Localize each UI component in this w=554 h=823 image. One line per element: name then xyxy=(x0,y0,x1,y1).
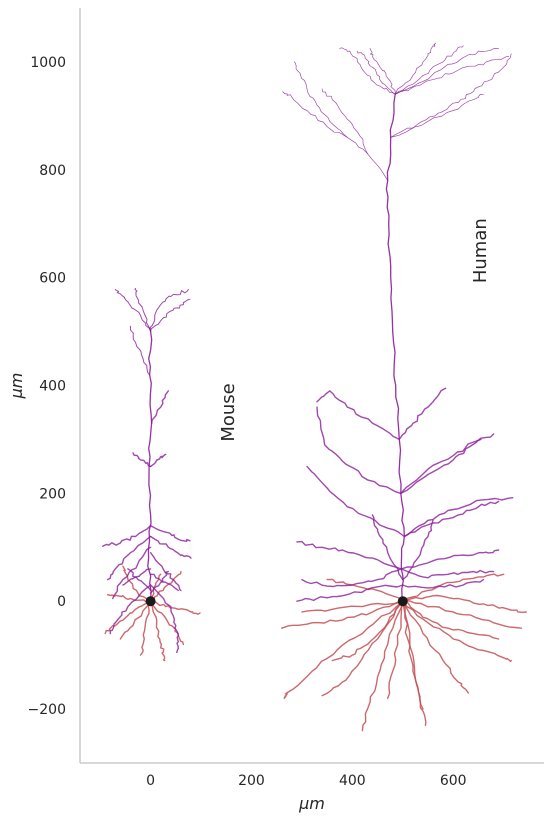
apical-dendrite xyxy=(403,497,514,538)
basal-dendrite xyxy=(301,600,404,613)
soma-marker xyxy=(145,596,156,607)
x-tick-label: 600 xyxy=(440,773,467,789)
basal-dendrite xyxy=(387,600,404,699)
apical-dendrite xyxy=(398,387,447,441)
basal-dendrite xyxy=(402,600,500,640)
basal-dendrite xyxy=(331,600,404,662)
apical-dendrite xyxy=(400,549,500,570)
basal-dendrite xyxy=(149,600,185,646)
apical-dendrite xyxy=(149,573,179,592)
basal-dendrite xyxy=(402,600,424,710)
apical-dendrite xyxy=(296,540,402,570)
apical-dendrite xyxy=(282,91,348,138)
apical-dendrite xyxy=(316,390,400,441)
apical-dendrite xyxy=(400,438,482,495)
apical-dendrite xyxy=(149,552,182,592)
y-axis-label: μm xyxy=(7,373,26,400)
apical-dendrite xyxy=(339,47,396,95)
basal-dendrite xyxy=(283,600,404,699)
apical-dendrite xyxy=(127,568,152,592)
basal-dendrite xyxy=(139,600,152,656)
apical-dendrite xyxy=(149,570,169,594)
apical-dendrite xyxy=(134,287,152,333)
apical-dendrite xyxy=(149,584,180,654)
apical-dendrite xyxy=(390,53,512,138)
x-tick-label: 200 xyxy=(238,773,265,789)
x-tick-label: 0 xyxy=(146,773,155,789)
apical-dendrite xyxy=(132,452,152,468)
y-tick-label: 200 xyxy=(39,486,66,502)
apical-dendrite xyxy=(109,584,152,635)
apical-dendrite xyxy=(107,535,152,581)
basal-dendrite xyxy=(402,600,469,694)
apical-trunk xyxy=(385,93,405,602)
apical-dendrite xyxy=(149,289,189,333)
apical-dendrite xyxy=(394,42,436,95)
neuron-mouse xyxy=(102,287,201,662)
neuron-human xyxy=(281,42,527,732)
basal-dendrite xyxy=(149,600,166,662)
apical-trunk xyxy=(147,330,153,602)
basal-dendrite xyxy=(361,600,404,732)
y-tick-label: 400 xyxy=(39,379,66,395)
apical-dendrite xyxy=(149,525,191,542)
apical-dendrite xyxy=(369,48,396,95)
x-axis-label: μm xyxy=(298,794,325,813)
apical-dendrite xyxy=(390,93,484,138)
apical-dendrite xyxy=(371,514,404,581)
apical-dendrite xyxy=(403,500,500,538)
tick-labels: 0 200 400 600 −200 0 200 400 600 800 1000 xyxy=(28,55,467,789)
basal-dendrite xyxy=(402,600,522,629)
y-tick-label: 800 xyxy=(39,163,66,179)
y-tick-label: 600 xyxy=(39,271,66,287)
basal-dendrite xyxy=(281,600,404,629)
x-tick-label: 400 xyxy=(339,773,366,789)
apical-dendrite xyxy=(306,465,405,538)
apical-dendrite xyxy=(149,535,192,559)
neuron-layer xyxy=(102,42,527,732)
apical-dendrite xyxy=(149,453,167,468)
apical-dendrite xyxy=(150,390,169,424)
basal-dendrite xyxy=(107,594,152,603)
apical-dendrite xyxy=(394,56,510,95)
apical-dendrite xyxy=(129,325,151,376)
apical-dendrite xyxy=(400,568,495,579)
apical-dendrite xyxy=(402,519,434,581)
apical-dendrite xyxy=(402,578,485,589)
apical-dendrite xyxy=(296,584,404,602)
apical-dendrite xyxy=(150,298,191,333)
apical-dendrite xyxy=(301,568,402,588)
basal-dendrite xyxy=(104,600,152,635)
basal-dendrite xyxy=(149,600,201,615)
basal-dendrite xyxy=(402,600,512,662)
apical-dendrite xyxy=(394,48,499,95)
y-tick-label: −200 xyxy=(28,702,66,718)
basal-dendrite xyxy=(321,600,404,697)
apical-dendrite xyxy=(394,45,464,95)
apical-dendrite xyxy=(114,289,152,333)
basal-dendrite xyxy=(122,565,152,602)
apical-dendrite xyxy=(321,88,368,154)
basal-dendrite xyxy=(149,573,162,602)
basal-dendrite xyxy=(402,573,505,602)
y-tick-label: 1000 xyxy=(30,55,66,71)
annotation-human: Human xyxy=(470,218,491,283)
annotation-mouse: Mouse xyxy=(218,383,239,441)
apical-dendrite xyxy=(102,525,152,547)
apical-dendrite xyxy=(357,50,396,95)
apical-dendrite xyxy=(112,546,152,600)
apical-dendrite xyxy=(316,406,402,495)
y-tick-label: 0 xyxy=(57,594,66,610)
basal-dendrite xyxy=(402,594,527,613)
soma-marker xyxy=(397,596,408,607)
apical-dendrite xyxy=(400,433,495,495)
apical-dendrite xyxy=(293,61,389,181)
axes-layer xyxy=(79,8,544,764)
basal-dendrite xyxy=(119,600,152,640)
basal-dendrite xyxy=(402,600,427,726)
basal-dendrite xyxy=(149,570,182,602)
